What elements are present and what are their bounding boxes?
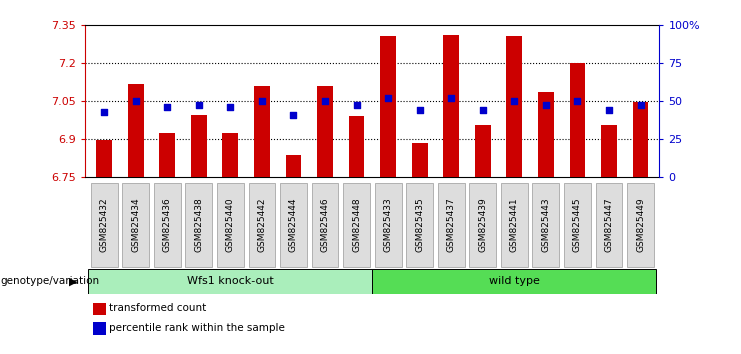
Point (413, 107, 425, 113)
Point (319, 98, 331, 104)
Bar (506, 36, 522, 177)
Bar (443, 35, 459, 177)
Bar (412, 143, 428, 177)
FancyBboxPatch shape (154, 183, 181, 267)
Text: percentile rank within the sample: percentile rank within the sample (109, 323, 285, 333)
Point (477, 107, 489, 113)
Bar (222, 133, 239, 177)
FancyBboxPatch shape (564, 183, 591, 267)
Point (256, 98, 268, 104)
Bar (380, 36, 396, 177)
Text: ▶: ▶ (70, 276, 78, 286)
Bar (96, 140, 112, 177)
Text: GSM825442: GSM825442 (257, 198, 267, 252)
Bar (601, 125, 617, 177)
Point (540, 103, 552, 108)
Text: Wfs1 knock-out: Wfs1 knock-out (187, 276, 273, 286)
Point (350, 103, 362, 108)
FancyBboxPatch shape (88, 269, 372, 294)
Bar (475, 125, 491, 177)
Point (571, 98, 583, 104)
Point (603, 107, 615, 113)
FancyBboxPatch shape (533, 183, 559, 267)
Text: GSM825438: GSM825438 (194, 198, 203, 252)
Point (162, 104, 173, 110)
Text: GSM825440: GSM825440 (226, 198, 235, 252)
Bar (159, 133, 175, 177)
Text: GSM825443: GSM825443 (542, 198, 551, 252)
Point (445, 95, 457, 101)
FancyBboxPatch shape (501, 183, 528, 267)
Bar (285, 155, 302, 177)
Text: GSM825441: GSM825441 (510, 198, 519, 252)
Text: wild type: wild type (489, 276, 539, 286)
Bar (349, 116, 365, 177)
FancyBboxPatch shape (343, 183, 370, 267)
Bar (191, 115, 207, 177)
Text: GSM825437: GSM825437 (447, 198, 456, 252)
FancyBboxPatch shape (372, 269, 657, 294)
FancyBboxPatch shape (280, 183, 307, 267)
FancyBboxPatch shape (248, 183, 276, 267)
Bar (127, 84, 144, 177)
Text: GSM825434: GSM825434 (131, 198, 140, 252)
Text: GSM825447: GSM825447 (605, 198, 614, 252)
Text: GSM825445: GSM825445 (573, 198, 582, 252)
Point (382, 95, 394, 101)
FancyBboxPatch shape (90, 183, 118, 267)
FancyBboxPatch shape (375, 183, 402, 267)
FancyBboxPatch shape (185, 183, 212, 267)
Point (193, 103, 205, 108)
Text: genotype/variation: genotype/variation (0, 276, 99, 286)
FancyBboxPatch shape (627, 183, 654, 267)
FancyBboxPatch shape (122, 183, 149, 267)
FancyBboxPatch shape (406, 183, 433, 267)
Point (99, 109, 110, 114)
Text: GSM825439: GSM825439 (478, 198, 488, 252)
Bar (570, 63, 585, 177)
Text: GSM825446: GSM825446 (321, 198, 330, 252)
Point (508, 98, 520, 104)
Bar (254, 86, 270, 177)
FancyBboxPatch shape (469, 183, 496, 267)
Bar (317, 86, 333, 177)
Bar (538, 92, 554, 177)
FancyBboxPatch shape (217, 183, 244, 267)
FancyBboxPatch shape (596, 183, 622, 267)
Bar (633, 102, 648, 177)
Text: GSM825432: GSM825432 (99, 198, 109, 252)
Text: GSM825448: GSM825448 (352, 198, 361, 252)
Text: GSM825436: GSM825436 (163, 198, 172, 252)
Point (288, 112, 299, 118)
Text: GSM825449: GSM825449 (636, 198, 645, 252)
Point (130, 98, 142, 104)
Text: transformed count: transformed count (109, 303, 206, 313)
Point (225, 104, 236, 110)
Text: GSM825433: GSM825433 (384, 198, 393, 252)
Text: GSM825435: GSM825435 (415, 198, 424, 252)
FancyBboxPatch shape (312, 183, 339, 267)
Text: GSM825444: GSM825444 (289, 198, 298, 252)
FancyBboxPatch shape (438, 183, 465, 267)
Point (634, 103, 646, 108)
